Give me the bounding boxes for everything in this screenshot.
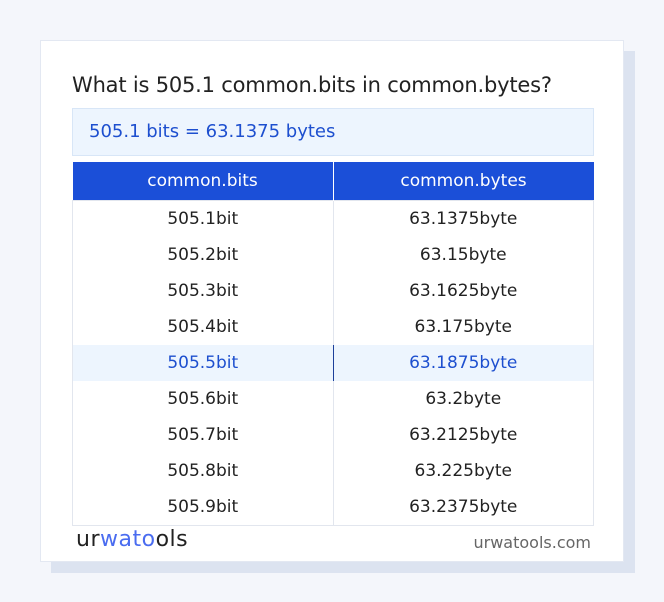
- table-cell: 63.225byte: [414, 461, 512, 481]
- table-row: 505.7bit 63.2125byte: [72, 417, 594, 453]
- table-cell: 63.15byte: [419, 245, 507, 265]
- table-row: 505.9bit 63.2375byte: [72, 489, 594, 526]
- logo-text: wato: [100, 527, 156, 552]
- page-title: What is 505.1 common.bits in common.byte…: [72, 73, 552, 97]
- conversion-card: What is 505.1 common.bits in common.byte…: [40, 40, 624, 562]
- table-cell: 63.2125byte: [409, 425, 518, 445]
- logo-text: ols: [155, 527, 189, 552]
- table-row: 505.2bit 63.15byte: [72, 237, 594, 273]
- conversion-result: 505.1 bits = 63.1375 bytes: [72, 108, 594, 156]
- table-cell: 505.4bit: [72, 309, 334, 345]
- table-cell: 63.2375byte: [409, 497, 518, 517]
- conversion-table: common.bits common.bytes 505.1bit 63.1375…: [72, 162, 594, 526]
- table-cell: 505.6bit: [72, 381, 334, 417]
- column-header: common.bytes: [333, 162, 594, 201]
- table-cell: 63.2byte: [425, 389, 502, 409]
- table-cell: 63.1375byte: [409, 209, 518, 229]
- table-cell: 63.1875byte: [333, 345, 594, 381]
- table-row: 505.8bit 63.225byte: [72, 453, 594, 489]
- table-cell: 505.2bit: [72, 237, 334, 273]
- table-cell: 63.175byte: [414, 317, 512, 337]
- table-cell: 505.9bit: [72, 489, 334, 526]
- table-cell: 505.7bit: [72, 417, 334, 453]
- site-link[interactable]: urwatools.com: [473, 533, 592, 552]
- table-row: 505.4bit 63.175byte: [72, 309, 594, 345]
- table-cell: 63.1625byte: [409, 281, 518, 301]
- table-row: 505.6bit 63.2byte: [72, 381, 594, 417]
- table-row: 505.1bit 63.1375byte: [72, 200, 594, 237]
- table-row: 505.3bit 63.1625byte: [72, 273, 594, 309]
- column-header: common.bits: [72, 162, 334, 201]
- table-cell: 505.3bit: [72, 273, 334, 309]
- logo-text: ur: [76, 527, 100, 552]
- table-cell: 505.1bit: [72, 200, 334, 237]
- table-cell: 505.5bit: [72, 345, 334, 381]
- table-cell: 505.8bit: [72, 453, 334, 489]
- urwatools-logo[interactable]: urwatools: [76, 527, 188, 552]
- table-row: 505.5bit 63.1875byte: [72, 345, 594, 381]
